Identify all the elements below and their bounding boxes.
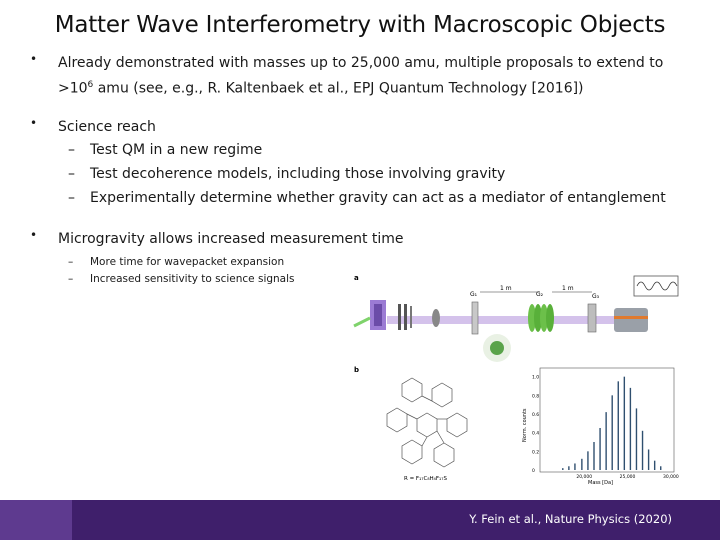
- chart-frame: [539, 367, 675, 473]
- chart-x-tick: 30,000: [663, 474, 679, 480]
- footer-citation: Y. Fein et al., Nature Physics (2020): [469, 512, 672, 526]
- mass-spectrum-chart: Norm. counts Mass [Da] 0 0.2 0.4 0.6 0.8 1.0 2…: [522, 367, 679, 486]
- sub-item: – Test QM in a new regime: [68, 141, 263, 158]
- bullet-marker: •: [30, 115, 38, 130]
- slide-title: Matter Wave Interferometry with Macrosco…: [54, 12, 666, 38]
- grating-g1-icon: [471, 301, 479, 335]
- bullet-item-demonstrated: • Already demonstrated with masses up to…: [28, 52, 698, 100]
- chart-y-label: Norm. counts: [522, 408, 528, 442]
- signal-wave-icon: [633, 275, 679, 297]
- grating-g3-icon: [587, 303, 597, 333]
- chart-y-tick: 0.2: [532, 449, 539, 455]
- chart-y-tick: 0.6: [532, 412, 539, 418]
- grating-g3-label: G₃: [592, 293, 600, 300]
- molecule-structure-icon: [386, 377, 468, 468]
- chart-y-tick: 1.0: [532, 375, 539, 381]
- chopper-icon: [432, 309, 440, 327]
- laser-beam-icon: [353, 316, 371, 328]
- bullet-text: Science reach: [58, 118, 156, 135]
- molecule-formula: R = F₁₇C₈H₄F₁₇S: [404, 476, 447, 482]
- bullet-text: Microgravity allows increased measuremen…: [58, 230, 404, 247]
- molecule-icon: [490, 341, 504, 355]
- microgravity-subitems: – More time for wavepacket expansion – Inc…: [58, 254, 698, 288]
- sub-item: – Increased sensitivity to science signal…: [68, 272, 295, 285]
- molecular-beam: [387, 316, 627, 324]
- sub-item: – Experimentally determine whether gravit…: [68, 189, 666, 206]
- panel-b-label: b: [354, 366, 359, 374]
- chart-y-tick: 0.8: [532, 393, 539, 399]
- bullet-item-science-reach: • Science reach – Test QM in a new regime…: [28, 116, 698, 210]
- grating-g2-label: G₂: [536, 291, 544, 298]
- bullet-marker: •: [30, 227, 38, 242]
- sub-item: – More time for wavepacket expansion: [68, 255, 285, 268]
- distance-label-1: 1 m: [500, 285, 512, 292]
- bullet-list: • Already demonstrated with masses up to…: [28, 52, 698, 288]
- grating-g2-icon: [528, 304, 554, 332]
- source-inner-icon: [374, 304, 382, 326]
- footer-bar: Y. Fein et al., Nature Physics (2020): [0, 500, 720, 540]
- slit-icon: [404, 304, 407, 330]
- footer-accent: [0, 500, 72, 540]
- grating-g1-label: G₁: [470, 291, 478, 298]
- sub-item: – Test decoherence models, including thos…: [68, 165, 506, 182]
- chart-x-label: Mass [Da]: [588, 480, 613, 486]
- slit-icon: [398, 304, 401, 330]
- chart-x-tick: 20,000: [576, 474, 592, 480]
- bullet-marker: •: [30, 52, 38, 66]
- distance-label-2: 1 m: [562, 285, 574, 292]
- chart-y-tick: 0: [532, 468, 535, 474]
- detector-icon: [614, 308, 648, 332]
- wave-curve-icon: [636, 281, 678, 291]
- chart-y-tick: 0.4: [532, 431, 539, 437]
- slit-icon: [410, 306, 412, 328]
- bullet-item-microgravity: • Microgravity allows increased measurem…: [28, 228, 698, 288]
- panel-a-label: a: [354, 274, 359, 282]
- chart-x-tick: 25,000: [620, 474, 636, 480]
- detector-laser-icon: [614, 316, 648, 319]
- interferometer-figure: a G₁ 1 m G₂ 1 m G₃ b: [353, 274, 679, 486]
- bullet-text: Already demonstrated with masses up to 2…: [58, 55, 664, 97]
- science-reach-subitems: – Test QM in a new regime – Test decoheren…: [58, 138, 698, 210]
